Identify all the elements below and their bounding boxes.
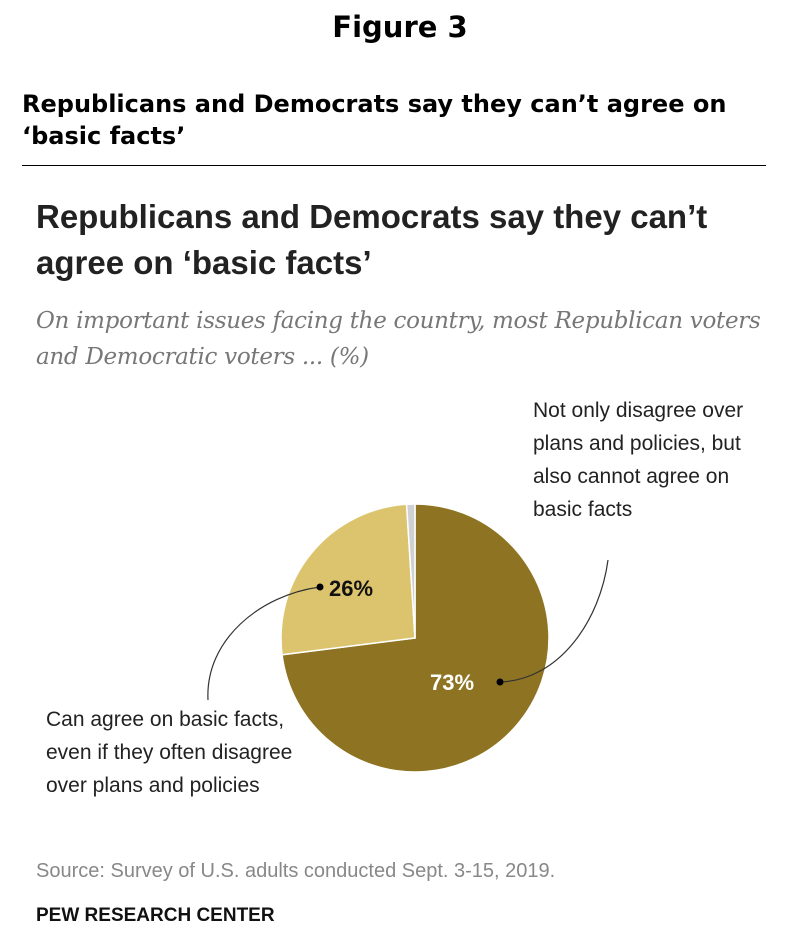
source-note: Source: Survey of U.S. adults conducted … (36, 860, 556, 882)
annotation-can-agree: Can agree on basic facts, even if they o… (46, 708, 293, 797)
leader-dot-26 (316, 583, 324, 591)
data-label-26: 26% (329, 576, 373, 601)
divider (22, 165, 766, 166)
annotation-cannot-agree: Not only disagree over plans and policie… (533, 399, 744, 521)
leader-dot-73 (496, 678, 504, 686)
pie-slice-1 (405, 503, 416, 639)
leader-line-26 (207, 586, 321, 701)
leader-line-73 (499, 559, 609, 683)
credit: PEW RESEARCH CENTER (36, 905, 275, 926)
chart-subtitle: On important issues facing the country, … (36, 308, 761, 370)
data-label-73: 73% (430, 670, 474, 695)
pie-slice-26 (280, 503, 416, 656)
chart-title: Republicans and Democrats say they can’t… (36, 198, 708, 281)
header-title: Republicans and Democrats say they can’t… (22, 90, 727, 150)
figure-label: Figure 3 (332, 10, 468, 44)
